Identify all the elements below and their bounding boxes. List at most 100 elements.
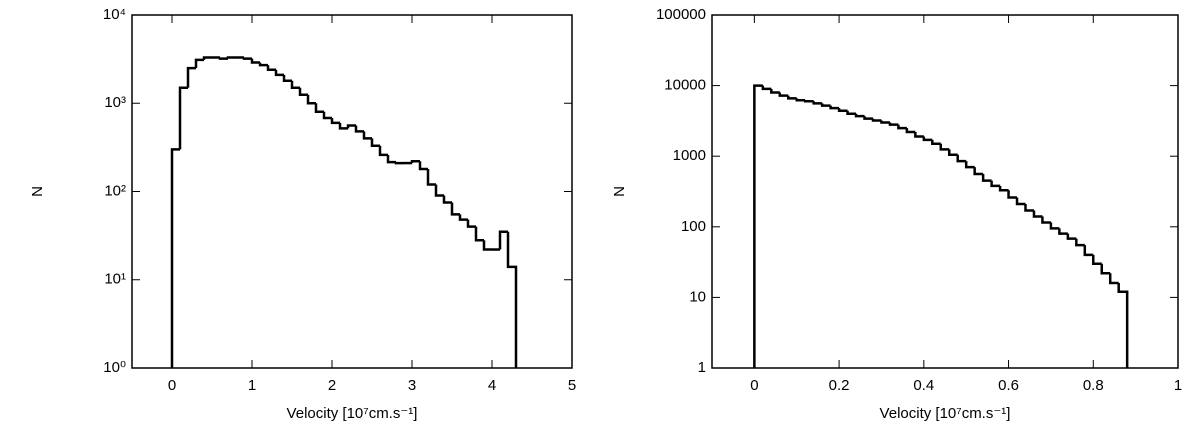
x-axis-label: Velocity [10⁷cm.s⁻¹] bbox=[287, 405, 418, 422]
x-tick-label: 0 bbox=[750, 377, 758, 394]
histogram-bin bbox=[242, 57, 252, 60]
y-tick-label: 100 bbox=[681, 218, 706, 235]
histogram-bin bbox=[474, 226, 484, 242]
histogram-bin bbox=[1049, 222, 1060, 230]
histogram-bin bbox=[346, 124, 356, 129]
histogram-bin bbox=[795, 98, 806, 102]
histogram-bin bbox=[1117, 282, 1129, 368]
histogram-bin bbox=[914, 132, 924, 138]
histogram-bin bbox=[306, 94, 316, 105]
histogram-bin bbox=[354, 125, 364, 133]
histogram-bin bbox=[1032, 210, 1043, 218]
y-tick-label: 10 bbox=[689, 288, 706, 305]
histogram-bin bbox=[888, 122, 899, 126]
histogram-bin bbox=[905, 128, 916, 134]
histogram-bin bbox=[338, 122, 348, 130]
histogram-bin bbox=[410, 160, 420, 164]
histogram-bin bbox=[362, 131, 372, 140]
histogram-bin bbox=[178, 86, 188, 150]
y-tick-label: 10¹ bbox=[104, 271, 126, 288]
histogram-bin bbox=[1108, 273, 1119, 285]
y-tick-label: 10⁴ bbox=[103, 6, 126, 23]
histogram-bin bbox=[426, 168, 436, 186]
plot-frame bbox=[711, 14, 1179, 369]
histogram-bin bbox=[837, 108, 848, 113]
x-axis-label: Velocity [10⁷cm.s⁻¹] bbox=[880, 405, 1011, 422]
histogram-bin bbox=[322, 111, 332, 120]
histogram-bin bbox=[981, 173, 992, 182]
y-axis-label: N bbox=[29, 186, 46, 197]
histogram-bin bbox=[939, 143, 950, 151]
histogram-bin bbox=[947, 149, 958, 156]
histogram-bin bbox=[442, 195, 452, 204]
histogram-bin bbox=[274, 69, 284, 77]
x-tick-label: 0.6 bbox=[998, 377, 1019, 394]
plot-frame bbox=[131, 14, 573, 369]
histogram-bin bbox=[1083, 245, 1094, 257]
histogram-bin bbox=[854, 113, 865, 118]
histogram-bin bbox=[761, 85, 772, 91]
histogram-bin bbox=[753, 84, 763, 368]
histogram-bin bbox=[964, 161, 975, 169]
histogram-bin bbox=[1100, 263, 1111, 275]
histogram-bin bbox=[226, 56, 236, 59]
y-tick-label: 1000 bbox=[673, 147, 706, 164]
histogram-bin bbox=[1066, 233, 1077, 240]
y-axis-label: N bbox=[611, 186, 628, 197]
histogram-bin bbox=[897, 124, 907, 130]
histogram-bin bbox=[290, 80, 300, 89]
histogram-bin bbox=[378, 145, 388, 157]
histogram-bin bbox=[202, 56, 212, 60]
histogram-bin bbox=[266, 65, 276, 71]
x-tick-label: 4 bbox=[488, 377, 496, 394]
histogram-bin bbox=[1075, 238, 1085, 247]
y-tick-label: 1 bbox=[698, 359, 706, 376]
histogram-bin bbox=[506, 231, 518, 368]
x-tick-label: 0.4 bbox=[913, 377, 934, 394]
histogram-bin bbox=[466, 219, 476, 228]
histogram-bin bbox=[1015, 197, 1026, 206]
histogram-bin bbox=[871, 118, 882, 122]
histogram-bin bbox=[812, 101, 823, 105]
histogram-bin bbox=[778, 92, 789, 97]
x-tick-label: 5 bbox=[568, 377, 576, 394]
histogram-bin bbox=[298, 87, 308, 96]
histogram-bin bbox=[250, 58, 260, 64]
x-tick-label: 0 bbox=[168, 377, 176, 394]
histogram-bin bbox=[218, 57, 228, 60]
y-tick-label: 10⁰ bbox=[103, 359, 126, 376]
y-tick-label: 10² bbox=[104, 182, 126, 199]
x-tick-label: 1 bbox=[1174, 377, 1182, 394]
histogram-bin bbox=[803, 100, 814, 103]
histogram-bin bbox=[956, 154, 967, 163]
x-tick-label: 0.8 bbox=[1083, 377, 1104, 394]
histogram-bin bbox=[394, 161, 404, 165]
histogram-bin bbox=[282, 74, 292, 82]
histogram-bin bbox=[1024, 204, 1034, 212]
histogram-bin bbox=[170, 148, 180, 368]
histogram-bin bbox=[770, 88, 780, 94]
histogram-bin bbox=[258, 62, 268, 67]
histogram-bin bbox=[998, 185, 1009, 192]
histogram-bin bbox=[194, 58, 204, 69]
histogram-bin bbox=[186, 66, 196, 88]
histogram-bin bbox=[1058, 228, 1068, 235]
histogram-bin bbox=[820, 103, 831, 107]
histogram-bin bbox=[498, 230, 508, 250]
histogram-bin bbox=[386, 154, 396, 164]
histogram-bin bbox=[973, 167, 984, 176]
x-tick-label: 3 bbox=[408, 377, 416, 394]
histogram-bin bbox=[863, 116, 873, 120]
histogram-bin bbox=[1092, 254, 1102, 265]
histogram-bin bbox=[458, 214, 468, 221]
y-tick-label: 100000 bbox=[656, 6, 706, 23]
histogram-bin bbox=[829, 105, 840, 110]
histogram-bin bbox=[880, 120, 890, 124]
histogram-bin bbox=[1007, 190, 1018, 199]
histogram-bin bbox=[450, 202, 460, 216]
histogram-bin bbox=[370, 138, 380, 147]
y-tick-label: 10000 bbox=[664, 77, 706, 94]
histogram-bin bbox=[330, 118, 340, 125]
histogram-bin bbox=[482, 240, 492, 251]
